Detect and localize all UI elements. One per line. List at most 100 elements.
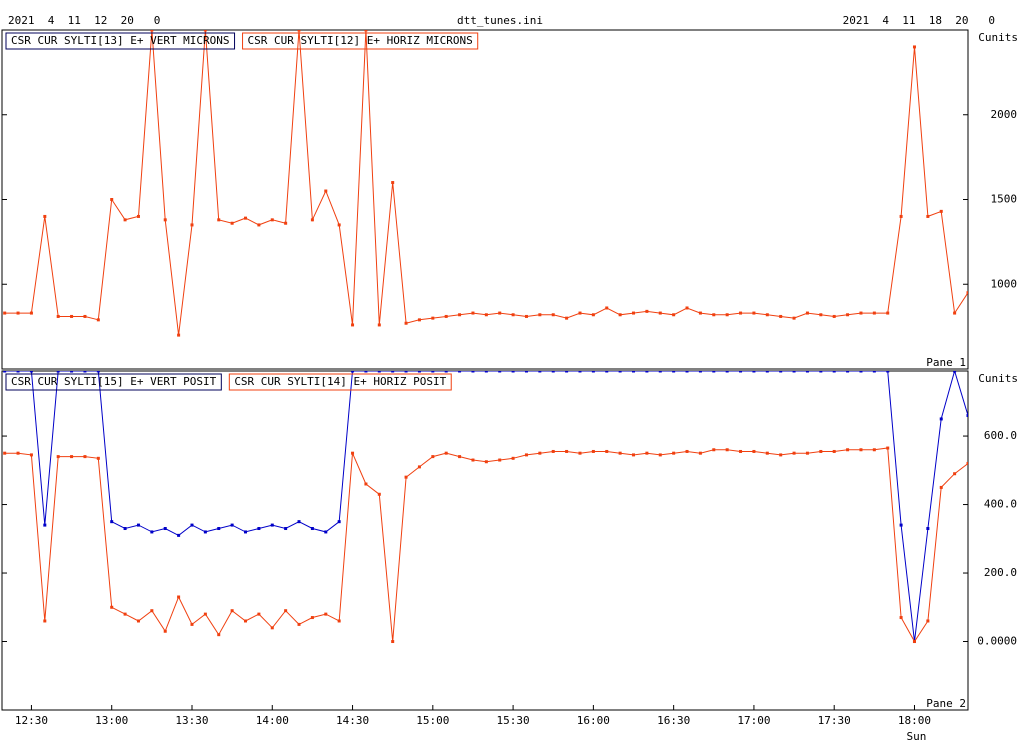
data-point [739, 371, 743, 373]
data-point [912, 45, 916, 49]
data-point [672, 313, 676, 317]
data-point [150, 30, 154, 32]
data-point [190, 223, 194, 227]
data-point [779, 314, 783, 318]
data-point [257, 527, 261, 531]
data-point [739, 311, 743, 315]
x-tick-label: 14:00 [256, 714, 289, 727]
data-point [926, 619, 930, 623]
data-point [792, 316, 796, 320]
data-point [872, 448, 876, 452]
x-tick-label: 13:30 [175, 714, 208, 727]
data-point [792, 371, 796, 373]
data-point [284, 221, 288, 225]
data-point [605, 306, 609, 310]
data-point [524, 371, 528, 373]
x-tick-label: 17:00 [737, 714, 770, 727]
data-point [284, 527, 288, 531]
data-point [377, 371, 381, 373]
data-point [712, 371, 716, 373]
data-point [551, 449, 555, 453]
legend-label: CSR CUR SYLTI[14] E+ HORIZ POSIT [234, 375, 446, 388]
data-point [752, 449, 756, 453]
data-point [364, 30, 368, 32]
chart-title: dtt_tunes.ini [457, 14, 543, 27]
data-point [56, 455, 60, 459]
data-point [83, 455, 87, 459]
data-point [391, 640, 395, 644]
data-point [29, 371, 33, 373]
data-point [70, 455, 74, 459]
data-point [511, 456, 515, 460]
data-point [417, 465, 421, 469]
data-point [591, 371, 595, 373]
data-point [136, 523, 140, 527]
data-point [765, 313, 769, 317]
data-point [966, 461, 968, 465]
data-point [96, 456, 100, 460]
data-point [939, 417, 943, 421]
data-point [658, 371, 662, 373]
data-point [511, 313, 515, 317]
legend-box [242, 32, 479, 50]
end-stamp: 2021 4 11 18 20 0 [843, 14, 995, 27]
data-point [765, 371, 769, 373]
data-point [96, 371, 100, 373]
data-point [658, 311, 662, 315]
data-point [257, 223, 261, 227]
data-point [591, 449, 595, 453]
data-point [337, 520, 341, 524]
data-point [538, 451, 542, 455]
data-point [632, 371, 636, 373]
data-point [886, 446, 890, 450]
data-point [645, 371, 649, 373]
data-point [886, 311, 890, 315]
data-point [458, 455, 462, 459]
data-point [899, 523, 903, 527]
data-point [43, 214, 47, 218]
data-point [779, 371, 783, 373]
data-point [645, 309, 649, 313]
data-point [177, 333, 181, 337]
data-point [805, 371, 809, 373]
data-point [431, 371, 435, 373]
data-point [324, 612, 328, 616]
data-point [203, 612, 207, 616]
data-point [270, 626, 274, 630]
data-point [805, 451, 809, 455]
data-point [912, 640, 916, 644]
y-tick-label: 600.0 [984, 429, 1017, 442]
y-tick-label: 2000 [991, 108, 1018, 121]
data-point [404, 475, 408, 479]
data-point [846, 371, 850, 373]
legend-label: CSR CUR SYLTI[13] E+ VERT MICRONS [11, 34, 230, 47]
data-point [685, 371, 689, 373]
data-point [70, 314, 74, 318]
data-point [16, 371, 20, 373]
data-point [244, 216, 248, 220]
data-point [377, 492, 381, 496]
data-point [29, 453, 33, 457]
data-point [324, 189, 328, 193]
data-point [230, 609, 234, 613]
data-point [605, 371, 609, 373]
data-point [163, 527, 167, 531]
data-point [632, 453, 636, 457]
data-point [872, 371, 876, 373]
data-point [618, 451, 622, 455]
data-point [310, 616, 314, 620]
data-point [524, 453, 528, 457]
data-point [417, 318, 421, 322]
data-point [444, 314, 448, 318]
legend-box [228, 373, 452, 391]
data-point [578, 451, 582, 455]
data-point [83, 314, 87, 318]
data-point [725, 371, 729, 373]
data-point [739, 449, 743, 453]
y-tick-label: 1500 [991, 193, 1018, 206]
day-label: Sun [907, 730, 927, 743]
data-point [431, 316, 435, 320]
data-point [565, 371, 569, 373]
data-point [832, 314, 836, 318]
